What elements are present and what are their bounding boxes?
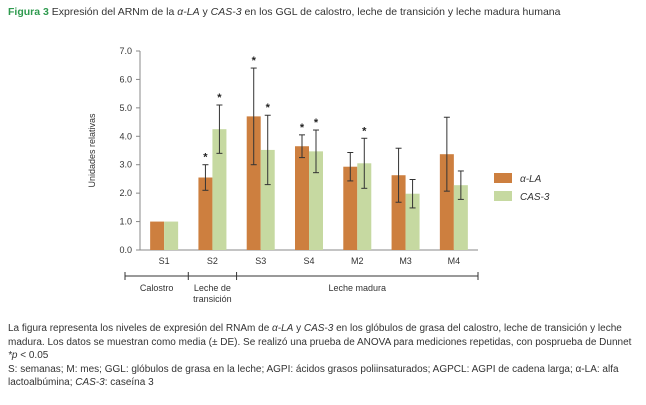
y-tick-label: 5.0	[119, 103, 132, 113]
group-label-line: transición	[193, 294, 232, 304]
bar-alpha-la	[391, 175, 406, 250]
bar-chart: 0.0 1.0 2.0 3.0 4.0 5.0 6.0 7.0 Unidades relativ…	[87, 46, 550, 304]
bar-cas3	[164, 221, 179, 250]
y-tick-label: 1.0	[119, 217, 132, 227]
bar-alpha-la	[295, 146, 309, 250]
notes-abbreviations: S: semanas; M: mes; GGL: glóbulos de gra…	[8, 363, 638, 390]
x-tick-label: S4	[303, 256, 314, 266]
notes-text-2: en los glóbulos de grasa del calostro, l…	[8, 323, 632, 348]
notes-p-symbol: *p	[8, 350, 18, 361]
significance-marker: *	[300, 122, 305, 134]
bar-alpha-la	[150, 221, 165, 250]
group-label: Leche de transición	[193, 283, 232, 304]
bar-alpha-la	[343, 166, 358, 250]
notes-abbrev-text: S: semanas; M: mes; GGL: glóbulos de gra…	[8, 363, 619, 389]
significance-marker: *	[217, 92, 222, 104]
figure-caption: Figura 3 Expresión del ARNm de la α-LA y…	[8, 6, 560, 18]
x-tick-label: M3	[399, 256, 412, 266]
bar-alpha-la	[439, 154, 454, 250]
x-tick-label: M4	[448, 256, 461, 266]
bar-cas3	[405, 193, 420, 250]
x-tick-label: M2	[351, 256, 364, 266]
bar-cas3	[357, 163, 372, 250]
y-tick-label: 3.0	[119, 160, 132, 170]
bar-cas3	[212, 129, 227, 250]
bar-cas3	[260, 149, 275, 250]
caption-cas3: CAS-3	[210, 6, 242, 18]
significance-marker: *	[362, 125, 367, 137]
x-tick-label: S1	[159, 256, 170, 266]
significance-marker: *	[252, 55, 257, 67]
x-tick-label: S2	[207, 256, 218, 266]
y-tick-label: 6.0	[119, 74, 132, 84]
caption-alpha-la: α-LA	[177, 6, 200, 18]
y-tick-label: 7.0	[119, 46, 132, 56]
caption-and: y	[199, 6, 211, 18]
bar-cas3	[453, 185, 468, 250]
legend-swatch-alpha-la	[494, 173, 512, 183]
significance-marker: *	[266, 102, 271, 114]
group-label-line: Calostro	[140, 283, 174, 293]
x-tick-label: S3	[255, 256, 266, 266]
y-tick-label: 0.0	[119, 245, 132, 255]
notes-alpha-la: α-LA	[272, 323, 294, 334]
bar-alpha-la	[198, 177, 213, 250]
y-tick-label: 2.0	[119, 188, 132, 198]
y-axis-label: Unidades relativas	[87, 113, 97, 188]
figure-label: Figura 3	[8, 6, 49, 18]
bar-alpha-la	[246, 116, 261, 250]
notes-text-1: La figura representa los niveles de expr…	[8, 323, 273, 334]
notes-paragraph: La figura representa los niveles de expr…	[8, 322, 638, 349]
significance-marker: *	[203, 152, 208, 164]
group-label: Leche madura	[329, 283, 387, 293]
caption-text-1: Expresión del ARNm de la	[48, 6, 178, 18]
notes-significance: *p < 0.05	[8, 349, 638, 363]
legend-swatch-cas3	[494, 191, 512, 201]
notes-p-value: < 0.05	[17, 350, 49, 361]
notes-and: y	[293, 323, 304, 334]
group-label-line: Leche de	[194, 283, 231, 293]
bar-cas3	[309, 151, 323, 250]
notes-cas3: CAS-3	[303, 323, 334, 334]
group-label: Calostro	[140, 283, 174, 293]
caption-text-2: en los GGL de calostro, leche de transic…	[241, 6, 561, 18]
notes-abbrev-end: : caseína 3	[104, 377, 154, 388]
notes-abbrev-cas3: CAS-3	[75, 377, 105, 388]
figure-notes: La figura representa los niveles de expr…	[8, 322, 638, 390]
y-tick-label: 4.0	[119, 131, 132, 141]
legend-label-alpha-la: α-LA	[520, 174, 542, 185]
significance-marker: *	[314, 117, 319, 129]
legend-label-cas3: CAS-3	[520, 192, 550, 203]
group-label-line: Leche madura	[329, 283, 387, 293]
